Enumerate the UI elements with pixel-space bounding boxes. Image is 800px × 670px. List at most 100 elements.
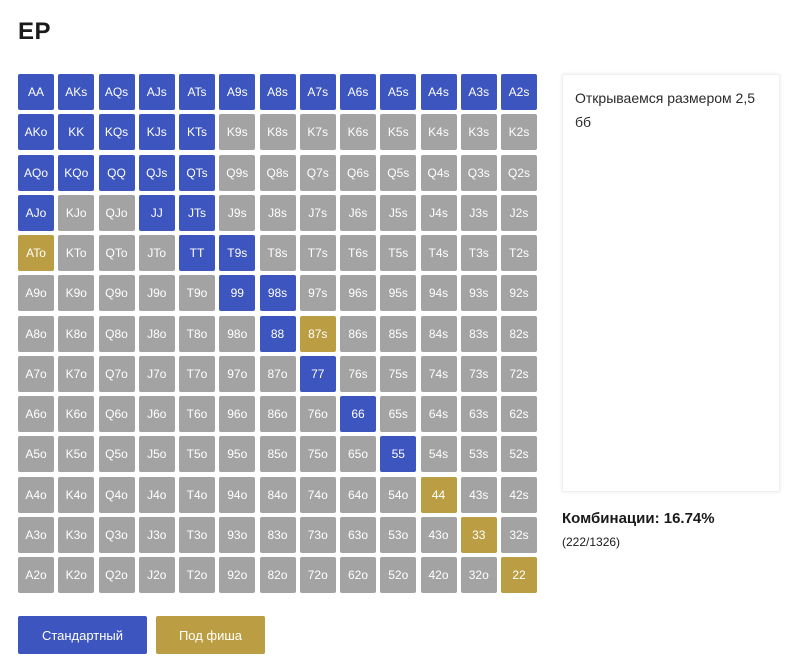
hand-cell[interactable]: AJs — [138, 74, 175, 110]
hand-cell[interactable]: T3o — [179, 516, 215, 553]
hand-cell[interactable]: 53o — [380, 516, 417, 553]
hand-cell[interactable]: 95s — [380, 275, 417, 312]
hand-cell[interactable]: JJ — [138, 194, 175, 231]
hand-cell[interactable]: Q9o — [98, 275, 135, 312]
hand-cell[interactable]: 42s — [501, 476, 537, 513]
hand-cell[interactable]: Q5s — [380, 154, 417, 191]
hand-cell[interactable]: A4s — [420, 74, 457, 110]
hand-cell[interactable]: T6s — [340, 235, 376, 271]
hand-cell[interactable]: 74o — [299, 476, 336, 513]
hand-cell[interactable]: 54o — [380, 476, 417, 513]
hand-cell[interactable]: ATo — [18, 235, 54, 271]
hand-cell[interactable]: J8s — [259, 194, 296, 231]
hand-cell[interactable]: T7o — [179, 355, 215, 392]
hand-cell[interactable]: QTs — [179, 154, 215, 191]
hand-cell[interactable]: 65o — [340, 436, 376, 473]
hand-cell[interactable]: Q2o — [98, 557, 135, 593]
hand-cell[interactable]: 76o — [299, 396, 336, 432]
hand-cell[interactable]: Q7o — [98, 355, 135, 392]
hand-cell[interactable]: 96s — [340, 275, 376, 312]
hand-cell[interactable]: J4s — [420, 194, 457, 231]
hand-cell[interactable]: J4o — [138, 476, 175, 513]
hand-cell[interactable]: 94s — [420, 275, 457, 312]
hand-cell[interactable]: 88 — [259, 315, 296, 352]
hand-cell[interactable]: A2s — [501, 74, 537, 110]
hand-cell[interactable]: A2o — [18, 557, 54, 593]
hand-cell[interactable]: T8o — [179, 315, 215, 352]
hand-cell[interactable]: KJs — [138, 114, 175, 151]
hand-cell[interactable]: JTo — [138, 235, 175, 271]
hand-cell[interactable]: K6s — [340, 114, 376, 151]
hand-cell[interactable]: KQo — [58, 154, 95, 191]
hand-cell[interactable]: A5o — [18, 436, 54, 473]
hand-cell[interactable]: 75s — [380, 355, 417, 392]
hand-cell[interactable]: Q8o — [98, 315, 135, 352]
hand-cell[interactable]: 82o — [259, 557, 296, 593]
hand-cell[interactable]: T3s — [460, 235, 497, 271]
hand-cell[interactable]: 73s — [460, 355, 497, 392]
hand-cell[interactable]: KTo — [58, 235, 95, 271]
hand-cell[interactable]: 97o — [219, 355, 256, 392]
hand-cell[interactable]: QQ — [98, 154, 135, 191]
hand-cell[interactable]: 64s — [420, 396, 457, 432]
hand-cell[interactable]: 93o — [219, 516, 256, 553]
hand-cell[interactable]: T2o — [179, 557, 215, 593]
hand-cell[interactable]: K7o — [58, 355, 95, 392]
hand-cell[interactable]: T5o — [179, 436, 215, 473]
hand-cell[interactable]: Q3o — [98, 516, 135, 553]
hand-cell[interactable]: AA — [18, 74, 54, 110]
hand-cell[interactable]: 75o — [299, 436, 336, 473]
standard-range-button[interactable]: Стандартный — [18, 616, 147, 654]
hand-cell[interactable]: 97s — [299, 275, 336, 312]
hand-cell[interactable]: JTs — [179, 194, 215, 231]
hand-cell[interactable]: Q9s — [219, 154, 256, 191]
hand-cell[interactable]: 96o — [219, 396, 256, 432]
hand-cell[interactable]: 99 — [219, 275, 256, 312]
hand-cell[interactable]: 72o — [299, 557, 336, 593]
hand-cell[interactable]: QTo — [98, 235, 135, 271]
hand-cell[interactable]: 22 — [501, 557, 537, 593]
hand-cell[interactable]: Q8s — [259, 154, 296, 191]
hand-cell[interactable]: AQs — [98, 74, 135, 110]
hand-cell[interactable]: 63o — [340, 516, 376, 553]
hand-cell[interactable]: Q2s — [501, 154, 537, 191]
hand-cell[interactable]: 66 — [340, 396, 376, 432]
hand-cell[interactable]: K3o — [58, 516, 95, 553]
hand-cell[interactable]: 33 — [460, 516, 497, 553]
hand-cell[interactable]: A3s — [460, 74, 497, 110]
hand-cell[interactable]: 94o — [219, 476, 256, 513]
hand-cell[interactable]: Q5o — [98, 436, 135, 473]
hand-cell[interactable]: K8s — [259, 114, 296, 151]
hand-cell[interactable]: T9s — [219, 235, 256, 271]
hand-cell[interactable]: 53s — [460, 436, 497, 473]
hand-cell[interactable]: 85s — [380, 315, 417, 352]
hand-cell[interactable]: 82s — [501, 315, 537, 352]
hand-cell[interactable]: 43o — [420, 516, 457, 553]
hand-cell[interactable]: T2s — [501, 235, 537, 271]
hand-cell[interactable]: 76s — [340, 355, 376, 392]
hand-cell[interactable]: T4o — [179, 476, 215, 513]
hand-cell[interactable]: J9s — [219, 194, 256, 231]
hand-cell[interactable]: T7s — [299, 235, 336, 271]
hand-cell[interactable]: KK — [58, 114, 95, 151]
hand-cell[interactable]: J5o — [138, 436, 175, 473]
hand-cell[interactable]: A3o — [18, 516, 54, 553]
hand-cell[interactable]: J6o — [138, 396, 175, 432]
hand-cell[interactable]: 74s — [420, 355, 457, 392]
hand-cell[interactable]: K5o — [58, 436, 95, 473]
hand-cell[interactable]: J2s — [501, 194, 537, 231]
hand-cell[interactable]: K4s — [420, 114, 457, 151]
hand-cell[interactable]: 86o — [259, 396, 296, 432]
hand-cell[interactable]: 92s — [501, 275, 537, 312]
hand-cell[interactable]: 32s — [501, 516, 537, 553]
hand-cell[interactable]: T8s — [259, 235, 296, 271]
hand-cell[interactable]: K2s — [501, 114, 537, 151]
hand-cell[interactable]: Q6s — [340, 154, 376, 191]
hand-cell[interactable]: A5s — [380, 74, 417, 110]
hand-cell[interactable]: 73o — [299, 516, 336, 553]
hand-cell[interactable]: 84o — [259, 476, 296, 513]
hand-cell[interactable]: 83o — [259, 516, 296, 553]
hand-cell[interactable]: K8o — [58, 315, 95, 352]
hand-cell[interactable]: A9s — [219, 74, 256, 110]
hand-cell[interactable]: 44 — [420, 476, 457, 513]
